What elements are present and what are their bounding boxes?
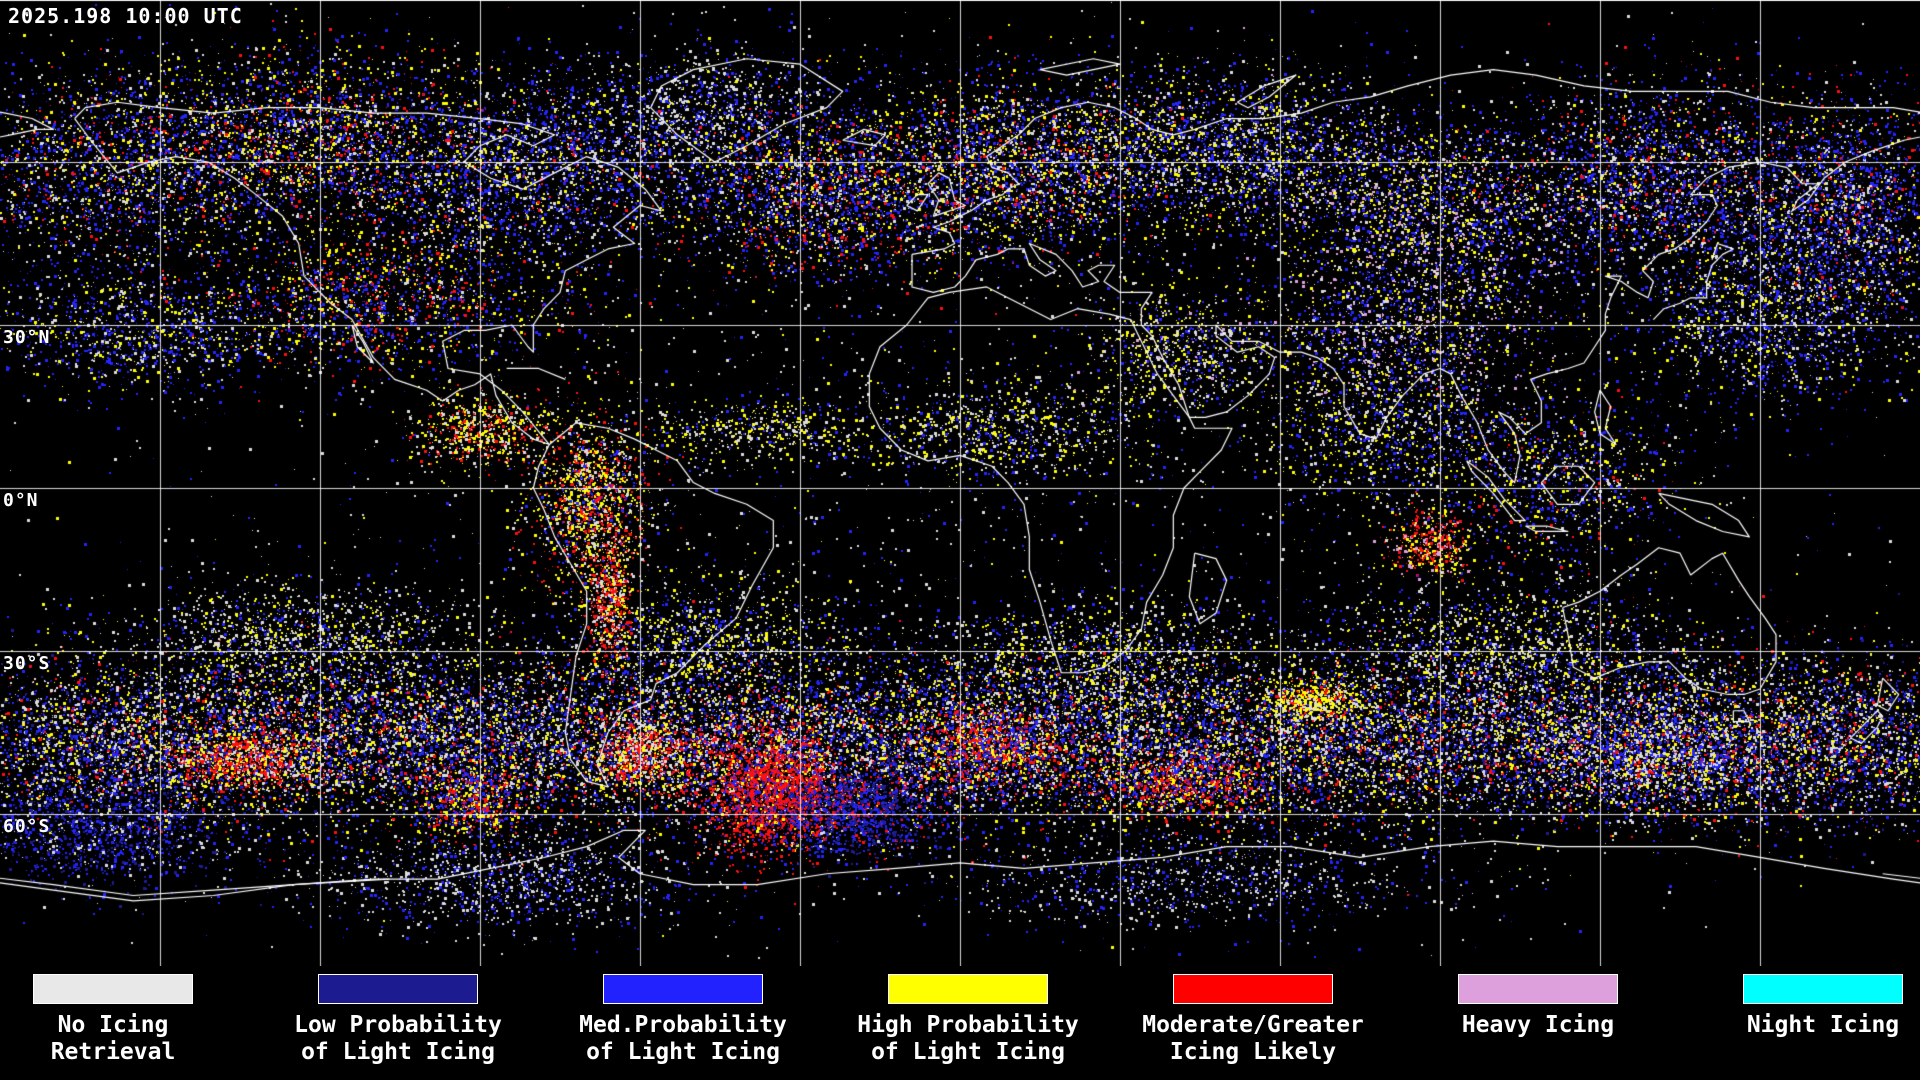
legend-label: of Light Icing xyxy=(871,1039,1065,1065)
legend-bar: No Icing Retrieval Low Probability of Li… xyxy=(0,968,1920,1080)
world-map-canvas xyxy=(0,0,1920,966)
lat-label: 30°S xyxy=(3,653,51,674)
legend-label: Moderate/Greater xyxy=(1142,1012,1364,1038)
legend-swatch-moderate-greater xyxy=(1173,974,1333,1004)
legend-label: Heavy Icing xyxy=(1461,1012,1615,1038)
legend-item-heavy-icing: Heavy Icing xyxy=(1398,974,1678,1039)
legend-label: Low Probability xyxy=(294,1012,502,1038)
lat-label: 0°N xyxy=(3,490,39,511)
legend-item-low-probability: Low Probability of Light Icing xyxy=(258,974,538,1066)
legend-label: Retrieval xyxy=(50,1039,176,1065)
legend-item-no-icing: No Icing Retrieval xyxy=(0,974,253,1066)
legend-swatch-high-probability xyxy=(888,974,1048,1004)
legend-label: Med.Probability xyxy=(579,1012,787,1038)
legend-label: of Light Icing xyxy=(586,1039,780,1065)
legend-swatch-med-probability xyxy=(603,974,763,1004)
legend-item-night-icing: Night Icing xyxy=(1683,974,1920,1039)
legend-swatch-low-probability xyxy=(318,974,478,1004)
lat-label: 60°S xyxy=(3,816,51,837)
legend-label: Icing Likely xyxy=(1169,1039,1337,1065)
legend-label: of Light Icing xyxy=(301,1039,495,1065)
legend-label: No Icing xyxy=(57,1012,169,1038)
lat-label: 30°N xyxy=(3,327,51,348)
legend-swatch-night-icing xyxy=(1743,974,1903,1004)
legend-item-med-probability: Med.Probability of Light Icing xyxy=(543,974,823,1066)
legend-swatch-heavy-icing xyxy=(1458,974,1618,1004)
legend-item-moderate-greater: Moderate/Greater Icing Likely xyxy=(1113,974,1393,1066)
timestamp-label: 2025.198 10:00 UTC xyxy=(8,4,243,28)
legend-swatch-no-icing xyxy=(33,974,193,1004)
legend-label: Night Icing xyxy=(1746,1012,1900,1038)
legend-label: High Probability xyxy=(857,1012,1079,1038)
legend-item-high-probability: High Probability of Light Icing xyxy=(828,974,1108,1066)
